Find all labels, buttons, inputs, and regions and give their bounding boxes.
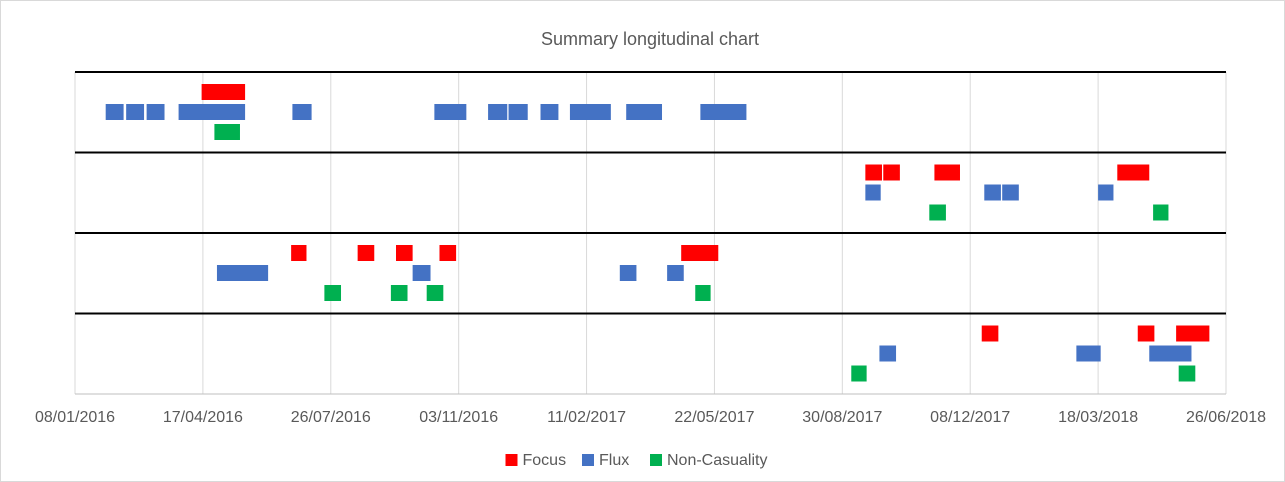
x-tick-label: 08/01/2016: [35, 409, 115, 426]
segment: [667, 265, 684, 281]
segment: [695, 285, 711, 301]
segment: [1153, 204, 1169, 221]
segment: [540, 104, 559, 120]
segment: [439, 245, 457, 261]
segment: [126, 104, 145, 120]
x-tick-label: 11/02/2017: [547, 409, 626, 426]
legend-swatch: [505, 454, 518, 466]
segment: [984, 184, 1001, 201]
legend-swatch: [582, 454, 594, 466]
segment: [681, 245, 719, 261]
segment: [700, 104, 747, 120]
legend-label: Non-Casuality: [667, 452, 767, 469]
segment: [508, 104, 528, 120]
segment: [396, 245, 413, 261]
x-tick-label: 26/06/2018: [1186, 409, 1266, 426]
segment: [929, 204, 946, 221]
segment: [879, 345, 897, 362]
segment: [1117, 164, 1150, 181]
segment: [619, 265, 637, 281]
segment: [883, 164, 900, 181]
x-tick-label: 22/05/2017: [674, 409, 754, 426]
segment: [865, 184, 881, 201]
segment: [324, 285, 342, 301]
legend-label: Flux: [599, 452, 629, 469]
segment: [1176, 325, 1210, 342]
segment: [178, 104, 246, 120]
segment: [434, 104, 467, 120]
segment: [1098, 184, 1114, 201]
segment: [291, 245, 307, 261]
chart-title: Summary longitudinal chart: [541, 29, 759, 49]
segment: [357, 245, 375, 261]
segment: [412, 265, 431, 281]
legend-swatch: [650, 454, 662, 466]
segment: [865, 164, 882, 181]
segment: [201, 84, 246, 100]
segment: [292, 104, 312, 120]
segment: [569, 104, 611, 120]
legend-label: Focus: [523, 452, 567, 469]
segment: [1076, 345, 1101, 362]
segment: [851, 365, 867, 382]
segment: [981, 325, 999, 342]
x-tick-label: 03/11/2016: [419, 409, 498, 426]
segment: [1178, 365, 1196, 382]
segment: [934, 164, 960, 181]
segment: [105, 104, 124, 120]
segment: [626, 104, 663, 120]
segment: [146, 104, 165, 120]
x-tick-label: 18/03/2018: [1058, 409, 1138, 426]
segment: [1149, 345, 1192, 362]
segment: [488, 104, 508, 120]
segment: [1137, 325, 1155, 342]
segment: [1002, 184, 1019, 201]
x-tick-label: 30/08/2017: [802, 409, 882, 426]
segment: [216, 265, 269, 281]
segment: [426, 285, 444, 301]
x-tick-label: 08/12/2017: [930, 409, 1010, 426]
x-tick-label: 26/07/2016: [291, 409, 371, 426]
segment: [214, 124, 240, 140]
segment: [390, 285, 408, 301]
x-tick-label: 17/04/2016: [163, 409, 243, 426]
